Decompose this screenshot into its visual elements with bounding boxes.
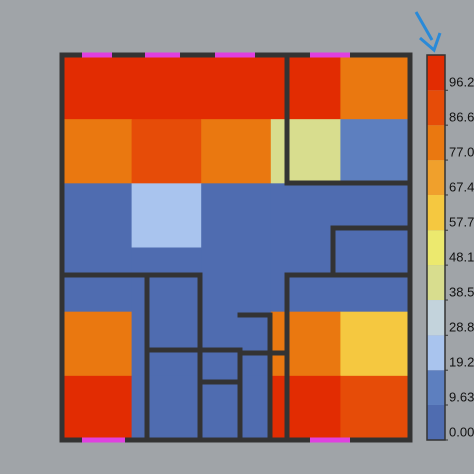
cell [270, 311, 341, 377]
colorbar: 0.00 9.63 19.2 28.8 38.5 48.1 57.7 67.4 77.0 86.6… [427, 55, 474, 441]
colorbar-band [427, 90, 445, 126]
colorbar-band [427, 125, 445, 161]
colorbar-tick-label: 77.0 [449, 145, 474, 160]
compass-icon [414, 11, 442, 53]
cell [201, 311, 272, 377]
cell [131, 247, 202, 313]
cell [62, 183, 133, 248]
colorbar-tick-label: 86.6 [449, 110, 474, 125]
colorbar-tick-label: 48.1 [449, 250, 474, 265]
cell [270, 55, 341, 120]
heatmap [62, 55, 411, 441]
colorbar-band [427, 230, 445, 266]
colorbar-band [427, 194, 445, 231]
colorbar-band [427, 335, 445, 371]
colorbar-tick-label: 57.7 [449, 215, 474, 230]
cell [131, 375, 202, 441]
cell [340, 375, 411, 441]
cell [340, 311, 411, 377]
colorbar-tick-label: 0.00 [449, 424, 474, 439]
cell [201, 183, 272, 248]
colorbar-tick-label: 67.4 [449, 179, 474, 194]
colorbar-band [427, 370, 445, 405]
cell [62, 55, 133, 120]
colorbar-band [427, 55, 445, 91]
cell [131, 119, 202, 184]
cell [201, 55, 272, 120]
cell [131, 55, 202, 120]
cell [62, 375, 133, 441]
walls [59, 52, 413, 443]
arrow-shaft [414, 11, 434, 41]
colorbar-tick-label: 38.5 [449, 284, 474, 299]
colorbar-band [427, 160, 445, 195]
colorbar-tick-label: 96.2 [449, 75, 474, 90]
colorbar-tick-label: 28.8 [449, 320, 474, 335]
colorbar-band [427, 300, 445, 336]
cell [340, 247, 411, 313]
colorbar-tick-label: 19.2 [449, 355, 474, 370]
cell [62, 311, 133, 377]
colorbar-tick-label: 9.63 [449, 389, 474, 404]
cell [62, 247, 133, 313]
cell [340, 183, 411, 248]
cell [62, 119, 133, 184]
cell [270, 247, 341, 313]
colorbar-band [427, 404, 445, 440]
cell [270, 375, 341, 441]
colorbar-band [427, 265, 445, 301]
cell [201, 375, 272, 441]
cell [270, 183, 341, 248]
cell [201, 119, 272, 184]
cell [131, 183, 202, 248]
cell [340, 55, 411, 120]
cell [201, 247, 272, 313]
cell [131, 311, 202, 377]
arrow-head [419, 32, 442, 53]
cell [270, 119, 341, 184]
cell [340, 119, 411, 184]
colorbar-frame [426, 54, 446, 441]
